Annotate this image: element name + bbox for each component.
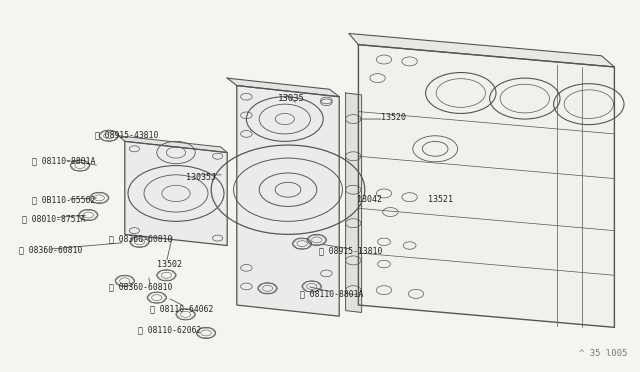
Text: 13042: 13042 [357, 195, 382, 204]
Text: Ⓑ 08110-62062: Ⓑ 08110-62062 [138, 326, 202, 335]
Polygon shape [346, 93, 362, 312]
Polygon shape [358, 45, 614, 327]
Text: Ⓑ 08110-8801A: Ⓑ 08110-8801A [300, 289, 363, 298]
Polygon shape [237, 86, 339, 316]
Text: 13035J: 13035J [186, 173, 216, 182]
Text: Ⓦ 08915-43810: Ⓦ 08915-43810 [95, 130, 158, 139]
Text: 13035: 13035 [278, 94, 305, 103]
Text: Ⓦ 08915-13810: Ⓦ 08915-13810 [319, 247, 382, 256]
Text: 13521: 13521 [428, 195, 452, 204]
Polygon shape [125, 141, 227, 246]
Text: Ⓑ 0B110-65562: Ⓑ 0B110-65562 [32, 196, 95, 205]
Polygon shape [118, 136, 227, 153]
Text: Ⓑ 08360-60810: Ⓑ 08360-60810 [109, 283, 172, 292]
Text: 13502: 13502 [157, 260, 182, 269]
Text: Ⓑ 08110-8801A: Ⓑ 08110-8801A [32, 156, 95, 165]
Polygon shape [349, 33, 614, 67]
Text: 13520: 13520 [381, 113, 406, 122]
Text: Ⓑ 08360-60810: Ⓑ 08360-60810 [109, 234, 172, 243]
Text: Ⓑ 08010-8751A: Ⓑ 08010-8751A [22, 214, 86, 223]
Polygon shape [227, 78, 339, 97]
Text: ^ 35 l005: ^ 35 l005 [579, 349, 627, 358]
Text: Ⓑ 08110-64062: Ⓑ 08110-64062 [150, 304, 214, 313]
Text: Ⓢ 08360-60810: Ⓢ 08360-60810 [19, 246, 83, 254]
